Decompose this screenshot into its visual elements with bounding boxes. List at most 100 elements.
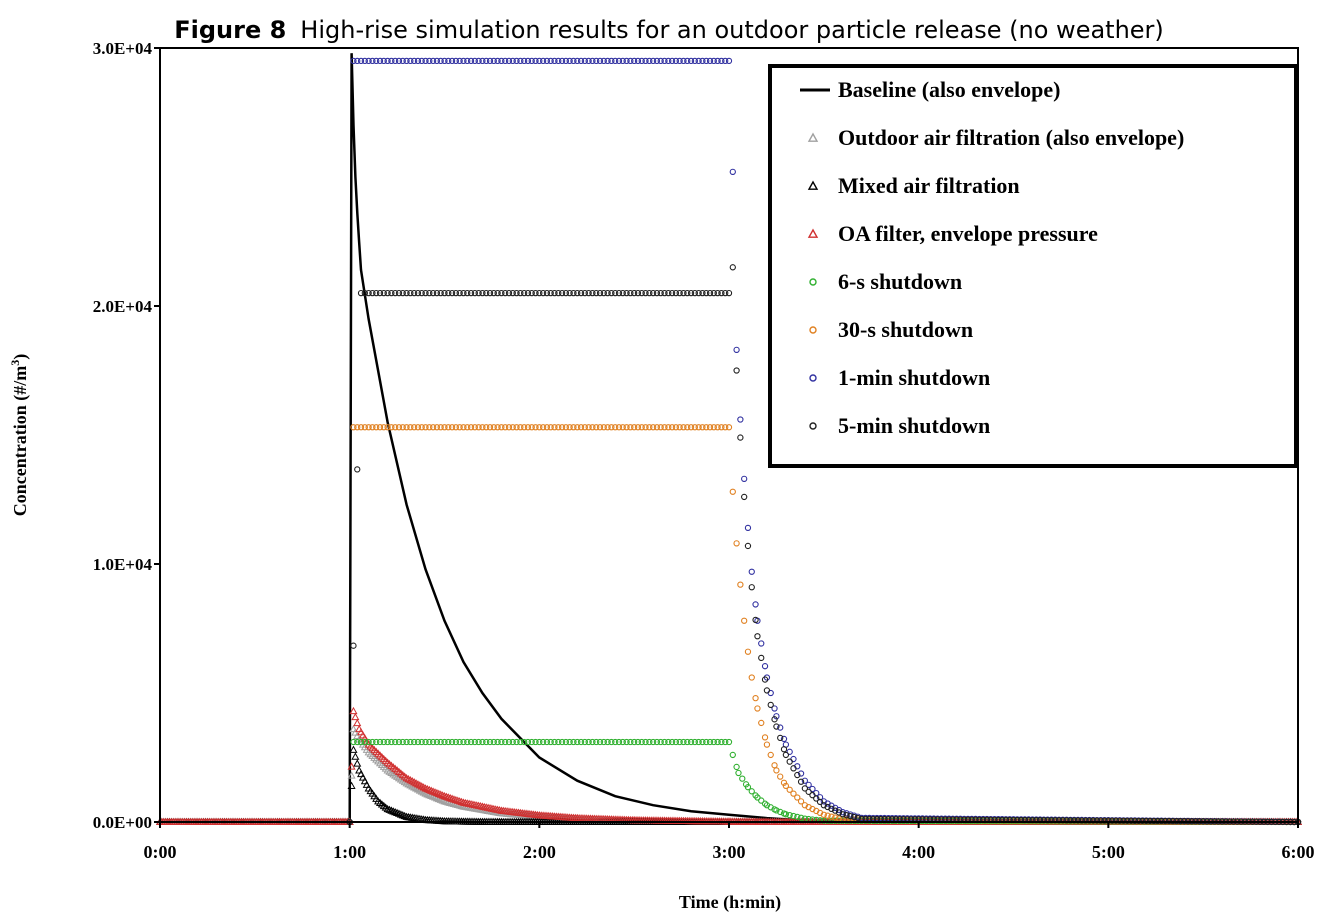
- data-point: [475, 424, 482, 431]
- data-point: [816, 798, 824, 806]
- data-point: [521, 424, 528, 431]
- data-point: [521, 289, 528, 297]
- data-point: [350, 642, 357, 649]
- data-point: [539, 289, 547, 297]
- data-point: [528, 289, 535, 297]
- data-point: [777, 808, 784, 816]
- data-point: [676, 738, 683, 746]
- data-point: [451, 795, 460, 804]
- data-point: [349, 706, 358, 715]
- data-point: [1101, 817, 1108, 824]
- series-line: [160, 53, 1299, 824]
- data-point: [353, 759, 362, 767]
- data-point: [355, 766, 364, 774]
- data-point: [387, 806, 396, 814]
- data-point: [661, 57, 668, 65]
- data-point: [589, 424, 596, 431]
- data-point: [353, 718, 362, 727]
- data-point: [486, 738, 494, 746]
- data-point: [505, 289, 513, 297]
- data-point: [737, 581, 744, 588]
- data-point: [373, 738, 380, 746]
- data-point: [1124, 817, 1131, 824]
- data-point: [790, 812, 797, 820]
- data-point: [703, 57, 710, 65]
- data-point: [389, 770, 398, 778]
- data-point: [429, 289, 437, 297]
- data-point: [1139, 817, 1146, 825]
- legend-swatch: [807, 228, 819, 238]
- data-point: [547, 57, 554, 65]
- data-point: [423, 785, 432, 793]
- data-point: [426, 289, 433, 297]
- data-point: [539, 738, 547, 746]
- data-point: [1120, 817, 1127, 824]
- data-point: [589, 289, 596, 297]
- data-point: [631, 738, 638, 746]
- data-point: [479, 57, 486, 65]
- data-point: [741, 475, 748, 483]
- data-point: [558, 424, 566, 431]
- legend-swatch: [809, 326, 817, 334]
- data-point: [524, 289, 532, 297]
- data-point: [589, 738, 596, 746]
- data-point: [467, 738, 475, 746]
- data-point: [797, 814, 805, 821]
- data-point: [411, 738, 418, 746]
- data-point: [661, 738, 668, 746]
- data-point: [415, 781, 424, 789]
- legend-entry: Baseline (also envelope): [800, 77, 1060, 102]
- data-point: [758, 654, 765, 662]
- data-point: [376, 738, 384, 746]
- data-point: [581, 738, 589, 746]
- data-point: [780, 779, 788, 786]
- data-point: [433, 289, 441, 297]
- data-point: [744, 524, 752, 532]
- data-point: [680, 289, 687, 297]
- data-point: [649, 289, 657, 297]
- series-outdoor-air-filtration-also-envelope: [155, 724, 1303, 826]
- data-point: [744, 784, 752, 791]
- data-point: [532, 738, 539, 746]
- data-point: [1074, 817, 1082, 824]
- data-point: [349, 724, 358, 733]
- data-point: [376, 424, 384, 431]
- data-point: [395, 738, 403, 746]
- data-point: [839, 811, 846, 818]
- data-point: [412, 779, 421, 787]
- data-point: [414, 424, 422, 431]
- data-point: [387, 768, 396, 777]
- legend-box: [768, 64, 1298, 468]
- legend-swatch: [809, 422, 817, 430]
- data-point: [1112, 817, 1120, 824]
- data-point: [543, 738, 551, 746]
- data-point: [471, 289, 478, 297]
- data-point: [627, 57, 634, 65]
- data-point: [797, 778, 805, 785]
- data-point: [577, 424, 585, 431]
- data-point: [665, 424, 672, 431]
- data-point: [794, 813, 801, 821]
- data-point: [421, 789, 430, 797]
- data-point: [395, 57, 403, 65]
- data-point: [452, 424, 460, 431]
- data-point: [528, 738, 535, 746]
- data-point: [703, 738, 710, 746]
- data-point: [432, 794, 441, 802]
- data-point: [615, 289, 623, 297]
- data-point: [347, 762, 356, 770]
- data-point: [555, 424, 562, 431]
- legend-label: Baseline (also envelope): [838, 77, 1060, 102]
- data-point: [748, 674, 755, 681]
- legend: Baseline (also envelope) Outdoor air filt…: [768, 64, 1298, 468]
- data-point: [706, 424, 714, 431]
- legend-entry: 6-s shutdown: [809, 269, 962, 294]
- x-tick-label: 0:00: [144, 842, 177, 862]
- data-point: [668, 424, 676, 431]
- data-point: [403, 738, 410, 746]
- data-point: [426, 738, 433, 746]
- data-point: [1108, 817, 1116, 824]
- data-point: [475, 289, 482, 297]
- data-point: [691, 424, 699, 431]
- data-point: [384, 424, 391, 431]
